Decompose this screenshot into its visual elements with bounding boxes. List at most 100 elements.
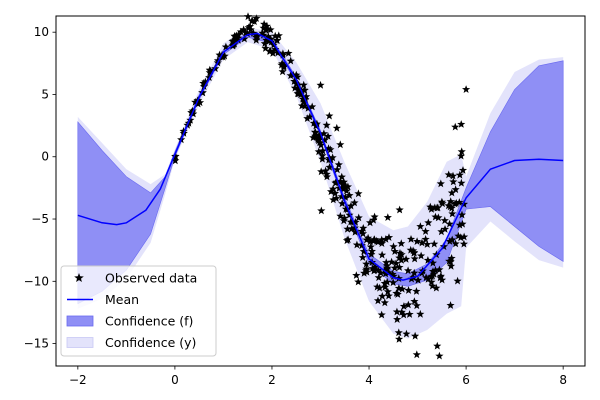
observed-point [342,186,351,195]
observed-point [395,253,404,262]
observed-point [265,47,274,55]
legend: Observed data Mean Confidence (f) Confidenc… [60,265,217,357]
observed-point [311,131,320,140]
observed-point [405,310,414,318]
observed-point [447,188,456,197]
observed-point [448,209,457,218]
observed-point [366,242,375,251]
observed-point [332,123,341,132]
observed-point [387,257,396,266]
observed-point [373,282,382,291]
observed-point [252,14,261,22]
observed-point [339,216,348,225]
observed-point [370,212,379,221]
observed-point [317,206,326,215]
observed-point [278,49,287,58]
observed-point [369,215,378,224]
observed-point [377,235,386,244]
observed-point [389,272,398,280]
observed-point [259,30,268,39]
observed-point [454,231,463,240]
observed-point [402,329,411,338]
observed-point [345,191,354,199]
legend-label: Confidence (f) [105,314,193,329]
confidence-f-band [77,31,564,305]
observed-point [440,216,449,225]
observed-point [374,265,383,274]
observed-point [262,21,271,30]
observed-point [329,184,338,193]
observed-point [447,254,456,262]
observed-point [426,202,435,211]
x-tick-label: 4 [365,373,373,387]
observed-point [457,147,466,156]
observed-point [354,189,363,198]
observed-point [171,156,180,165]
observed-point [381,269,390,278]
observed-point [428,267,438,275]
observed-point [358,253,367,261]
observed-point [382,261,392,270]
observed-point [455,220,464,229]
observed-point [417,251,426,260]
observed-point [326,145,335,154]
observed-point [399,310,408,319]
observed-point [384,291,393,300]
observed-point [432,283,441,292]
observed-point [351,227,360,236]
observed-point [350,198,359,207]
observed-point [372,236,381,245]
observed-point [327,187,336,196]
observed-point [380,279,389,287]
observed-point [323,132,333,140]
legend-marker-confidence-f [66,315,94,327]
observed-point [380,298,389,307]
legend-label: Confidence (y) [105,335,196,350]
observed-point [410,297,419,305]
observed-point [414,275,423,284]
observed-point [199,82,209,90]
observed-point [395,263,404,271]
mean-line [77,32,564,281]
observed-point [358,229,368,238]
observed-point [412,287,421,295]
observed-point [435,351,444,360]
observed-point [278,59,287,68]
observed-point [397,239,406,247]
observed-point [409,246,418,255]
observed-point [294,85,303,94]
observed-point [389,278,398,287]
observed-point [258,28,267,37]
observed-point [221,42,230,51]
observed-point [334,160,343,169]
observed-point [352,240,361,249]
observed-point [392,289,401,297]
observed-point [316,80,325,89]
y-tick-label: −5 [31,212,49,226]
observed-point [273,36,282,45]
observed-point [240,34,249,43]
observed-point [359,224,368,232]
observed-point [329,195,338,204]
observed-point [194,99,203,108]
observed-point [300,101,309,110]
observed-point [311,121,320,130]
observed-point [266,34,275,43]
axes-frame [55,15,586,367]
observed-point [318,154,327,163]
observed-point [432,203,441,212]
axis-ticks: −2 0 2 4 6 8 10 5 0 −5 −10 −15 [24,25,567,387]
observed-point [341,182,350,190]
observed-point [435,265,444,274]
observed-point [430,239,439,248]
observed-point [455,170,464,179]
observed-point [446,197,455,205]
observed-point [448,235,457,244]
observed-point [310,127,320,136]
observed-point [340,213,349,222]
observed-point [433,341,442,350]
observed-point [268,49,277,57]
observed-point [366,218,375,227]
observed-point [374,273,383,282]
